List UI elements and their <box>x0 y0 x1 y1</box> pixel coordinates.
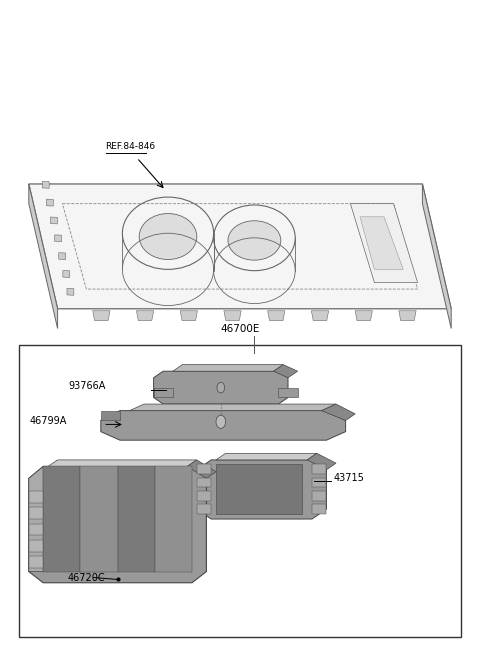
Polygon shape <box>81 466 118 572</box>
Polygon shape <box>197 478 211 487</box>
Polygon shape <box>55 235 61 242</box>
Polygon shape <box>312 478 326 487</box>
Polygon shape <box>216 464 302 514</box>
Polygon shape <box>47 199 53 206</box>
Polygon shape <box>197 460 326 519</box>
Polygon shape <box>136 311 154 321</box>
Polygon shape <box>154 371 288 404</box>
Polygon shape <box>399 311 416 321</box>
Polygon shape <box>312 504 326 514</box>
Polygon shape <box>130 404 336 411</box>
Polygon shape <box>93 311 110 321</box>
Text: 46700E: 46700E <box>221 324 260 334</box>
Polygon shape <box>63 271 70 277</box>
Polygon shape <box>322 404 355 420</box>
Polygon shape <box>29 491 43 503</box>
Polygon shape <box>307 453 336 470</box>
Polygon shape <box>216 453 317 460</box>
Polygon shape <box>312 491 326 501</box>
Polygon shape <box>50 217 58 224</box>
Polygon shape <box>197 491 211 501</box>
Polygon shape <box>224 311 241 321</box>
Polygon shape <box>29 184 451 309</box>
Text: REF.84-846: REF.84-846 <box>106 142 156 151</box>
Polygon shape <box>29 524 43 535</box>
Polygon shape <box>268 311 285 321</box>
Polygon shape <box>312 311 329 321</box>
Polygon shape <box>29 466 43 572</box>
Text: 46799A: 46799A <box>30 416 67 426</box>
Polygon shape <box>197 464 211 474</box>
Polygon shape <box>43 466 81 572</box>
Polygon shape <box>422 184 451 328</box>
Polygon shape <box>101 411 346 440</box>
Polygon shape <box>59 253 66 260</box>
Polygon shape <box>29 184 58 328</box>
Polygon shape <box>180 311 197 321</box>
Polygon shape <box>312 464 326 474</box>
Ellipse shape <box>139 214 197 260</box>
Polygon shape <box>29 556 43 568</box>
Circle shape <box>217 382 225 393</box>
Polygon shape <box>101 411 120 420</box>
Polygon shape <box>29 466 206 583</box>
Polygon shape <box>187 460 216 478</box>
Polygon shape <box>48 460 197 466</box>
Polygon shape <box>118 466 155 572</box>
Polygon shape <box>67 288 74 295</box>
Polygon shape <box>360 217 403 269</box>
Polygon shape <box>278 388 298 397</box>
Text: 46720C: 46720C <box>67 574 105 583</box>
Bar <box>19 345 461 637</box>
Polygon shape <box>173 365 283 371</box>
Text: 93766A: 93766A <box>68 381 106 391</box>
Polygon shape <box>154 388 173 397</box>
Polygon shape <box>29 507 43 519</box>
Ellipse shape <box>228 221 281 260</box>
Polygon shape <box>274 365 298 378</box>
Text: 43715: 43715 <box>334 473 364 483</box>
Polygon shape <box>42 181 49 189</box>
Polygon shape <box>197 504 211 514</box>
Circle shape <box>216 415 226 428</box>
Polygon shape <box>29 540 43 552</box>
Polygon shape <box>155 466 192 572</box>
Polygon shape <box>350 204 418 283</box>
Polygon shape <box>355 311 372 321</box>
